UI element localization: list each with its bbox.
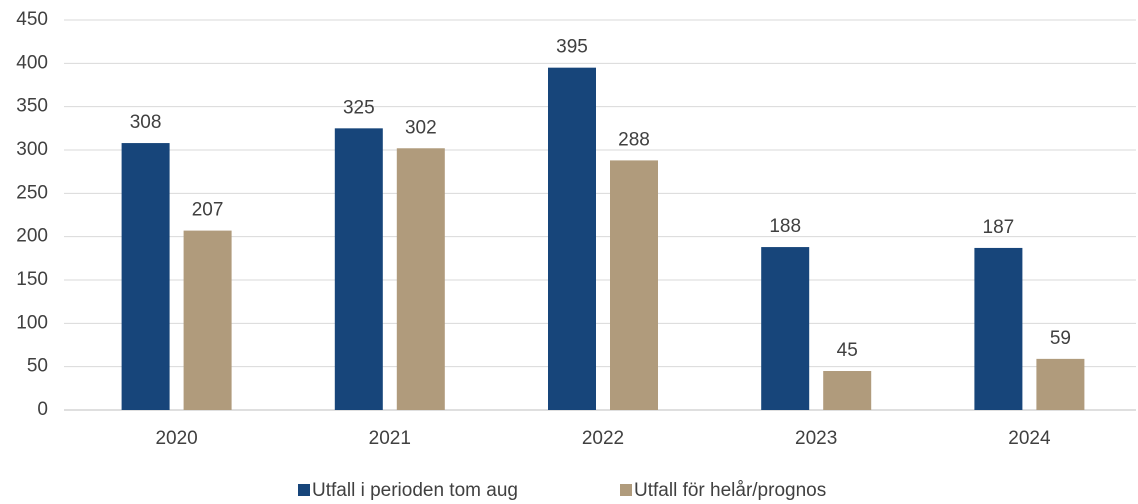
y-tick-label: 100 xyxy=(16,312,48,333)
data-label: 187 xyxy=(983,217,1015,238)
bar xyxy=(548,67,596,411)
data-label: 207 xyxy=(192,200,224,221)
y-tick-label: 350 xyxy=(16,96,48,117)
data-label: 188 xyxy=(769,216,801,237)
x-tick-label: 2024 xyxy=(1008,428,1051,449)
legend-swatch xyxy=(620,484,632,496)
y-tick-label: 300 xyxy=(16,139,48,160)
y-tick-label: 200 xyxy=(16,226,48,247)
legend-label: Utfall i perioden tom aug xyxy=(312,480,518,501)
data-label: 302 xyxy=(405,117,437,138)
x-tick-label: 2020 xyxy=(155,428,197,449)
y-tick-label: 450 xyxy=(16,9,48,30)
data-label: 308 xyxy=(130,112,162,133)
bar xyxy=(121,143,170,411)
y-tick-label: 0 xyxy=(37,399,48,420)
bar xyxy=(761,247,810,410)
data-label: 395 xyxy=(556,37,588,58)
bar xyxy=(610,160,658,410)
x-tick-label: 2021 xyxy=(369,428,411,449)
y-tick-label: 250 xyxy=(16,182,48,203)
data-label: 325 xyxy=(343,97,375,118)
y-tick-label: 400 xyxy=(16,52,48,73)
bar xyxy=(396,148,445,410)
y-tick-label: 50 xyxy=(27,356,48,377)
bar xyxy=(823,371,872,410)
bar xyxy=(974,247,1023,410)
y-tick-label: 150 xyxy=(16,269,48,290)
x-tick-label: 2022 xyxy=(582,428,624,449)
bar xyxy=(1036,358,1085,410)
legend-swatch xyxy=(298,484,310,496)
bar xyxy=(183,230,232,410)
legend-label: Utfall för helår/prognos xyxy=(634,480,826,501)
data-label: 45 xyxy=(837,340,858,361)
data-label: 59 xyxy=(1050,328,1071,349)
bar xyxy=(334,128,383,411)
data-label: 288 xyxy=(618,129,650,150)
x-tick-label: 2023 xyxy=(795,428,837,449)
